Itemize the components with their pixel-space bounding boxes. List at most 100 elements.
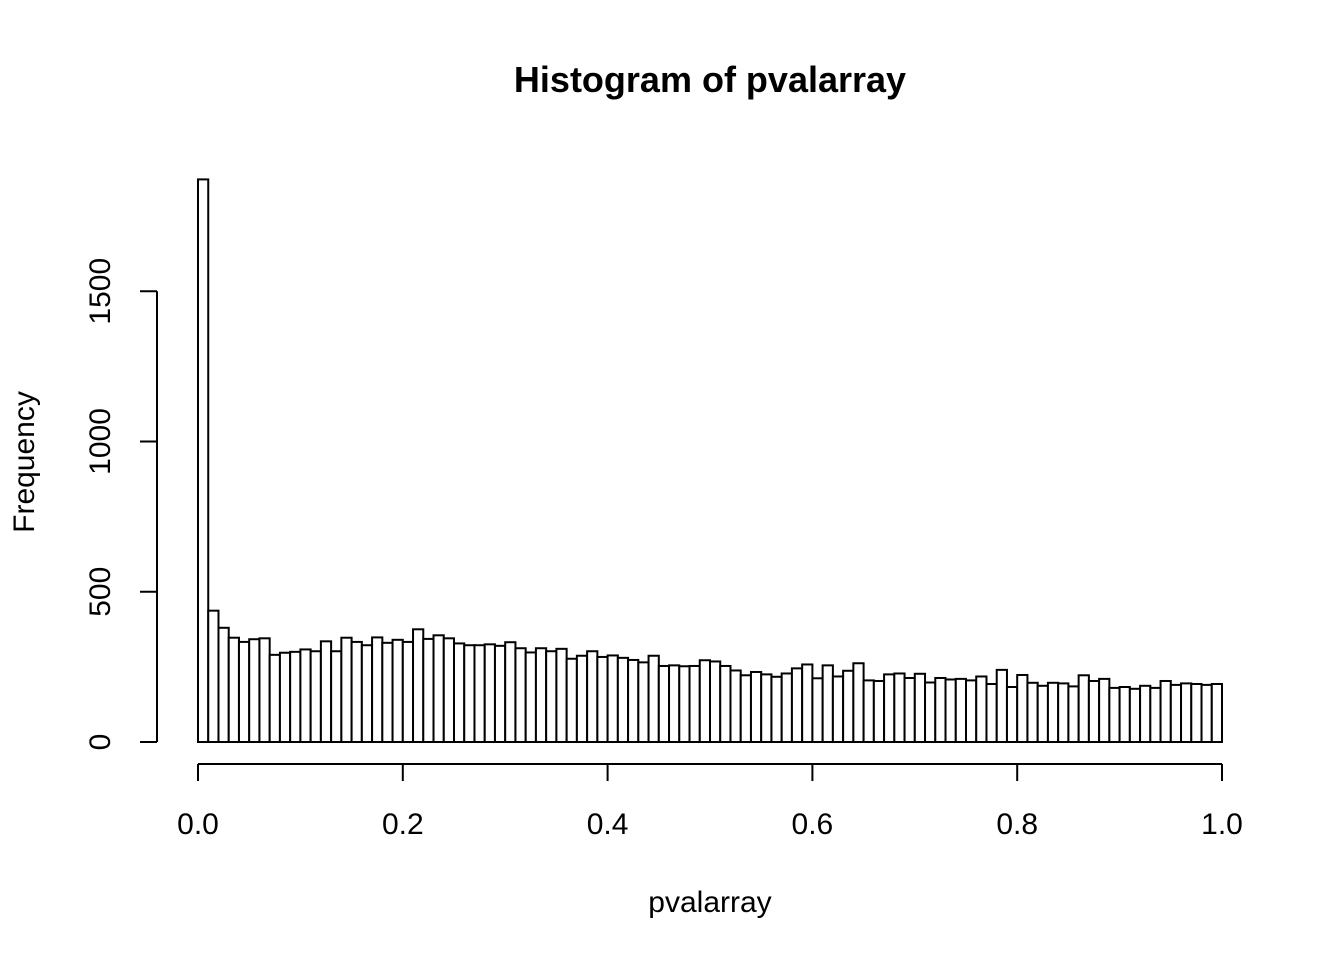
y-tick-label: 1000	[84, 408, 117, 475]
histogram-bar	[821, 664, 834, 744]
histogram-bar	[1149, 686, 1162, 744]
histogram-bar	[371, 636, 384, 743]
histogram-bar	[709, 660, 722, 743]
histogram-bar	[616, 656, 630, 744]
histogram-bar	[473, 644, 486, 743]
y-axis-label: Frequency	[8, 391, 41, 533]
histogram-bar	[360, 644, 374, 743]
histogram-bar	[954, 677, 968, 743]
histogram-bar	[995, 668, 1008, 743]
histogram-bar	[770, 675, 783, 743]
histogram-bar	[883, 673, 896, 744]
histogram-bar	[811, 677, 824, 743]
histogram-bar	[657, 664, 671, 744]
histogram-bar	[289, 650, 302, 744]
histogram-bar	[1057, 682, 1070, 744]
histogram-bar	[1036, 684, 1049, 743]
histogram-bar	[1108, 686, 1121, 744]
histogram-bar	[483, 643, 496, 744]
histogram-bar	[1159, 679, 1172, 744]
histogram-bar	[524, 651, 537, 743]
x-axis-label: pvalarray	[648, 886, 771, 919]
histogram-bar	[780, 672, 793, 744]
histogram-bar	[412, 628, 425, 743]
histogram-bar	[872, 679, 886, 744]
histogram-bar	[637, 661, 650, 743]
histogram-bar	[432, 634, 445, 744]
histogram-bar	[401, 640, 415, 744]
histogram-bar	[309, 650, 322, 744]
y-tick-label: 500	[84, 567, 117, 617]
histogram-bar	[1210, 682, 1224, 743]
histogram-bar	[647, 654, 660, 743]
histogram-bar	[1169, 683, 1183, 743]
x-tick-label: 0.8	[996, 808, 1038, 841]
histogram-bar	[207, 609, 220, 744]
histogram-bar	[1005, 686, 1019, 743]
histogram-bar	[248, 638, 261, 743]
histogram-bar	[842, 669, 855, 743]
histogram-bar	[698, 659, 712, 743]
histogram-bar	[545, 650, 558, 744]
x-tick-label: 1.0	[1201, 808, 1243, 841]
histogram-bar	[422, 637, 435, 743]
histogram-bar	[668, 664, 681, 744]
histogram-bar	[831, 675, 845, 743]
histogram-bar	[340, 636, 353, 743]
histogram-bar	[197, 178, 210, 743]
histogram-bar	[1098, 677, 1111, 743]
histogram-bar	[278, 651, 292, 743]
histogram-bar	[852, 662, 865, 743]
bars-group	[197, 178, 1224, 744]
histogram-bar	[678, 665, 691, 744]
chart-title: Histogram of pvalarray	[514, 59, 906, 100]
histogram-bar	[299, 648, 312, 744]
histogram-bar	[493, 644, 507, 743]
histogram-bar	[442, 637, 456, 743]
histogram-bar	[1200, 683, 1213, 743]
histogram-bar	[453, 642, 466, 744]
histogram-bar	[627, 658, 640, 744]
histogram-bar	[555, 647, 568, 744]
histogram-bar	[719, 664, 732, 744]
histogram-bar	[729, 669, 742, 743]
histogram-bar	[565, 657, 578, 744]
histogram-bar	[514, 647, 527, 743]
histogram-bar	[330, 650, 343, 744]
histogram-bar	[1190, 682, 1203, 743]
histogram-bar	[913, 672, 927, 744]
histogram-bar	[534, 647, 548, 743]
histogram-bar	[965, 679, 978, 744]
histogram-bar	[1128, 687, 1142, 744]
histogram-bar	[504, 641, 517, 744]
histogram-bar	[1180, 682, 1193, 744]
histogram-bar	[944, 678, 957, 743]
histogram-bar	[934, 676, 947, 743]
histogram-bar	[1067, 685, 1080, 743]
histogram-bar	[760, 673, 773, 744]
histogram-bar	[463, 644, 476, 743]
histogram-bar	[1087, 679, 1101, 744]
histogram-bar	[1118, 686, 1131, 743]
histogram-bar	[350, 640, 363, 744]
y-tick-label: 0	[84, 734, 117, 751]
y-axis: 0 500 1000 1500	[84, 258, 158, 751]
histogram-bar	[801, 663, 814, 744]
histogram-bar	[790, 667, 804, 743]
histogram-bar	[985, 682, 998, 743]
histogram-bar	[903, 676, 916, 743]
histogram-bar	[258, 637, 271, 743]
histogram-bar	[1139, 684, 1152, 743]
histogram-bar	[688, 664, 701, 744]
histogram-bar	[237, 640, 251, 744]
histogram-bar	[1016, 673, 1029, 744]
x-tick-label: 0.2	[382, 808, 424, 841]
histogram-bar	[1077, 674, 1090, 744]
histogram-bar	[1046, 681, 1060, 744]
x-tick-label: 0.6	[792, 808, 834, 841]
histogram-bar	[749, 670, 763, 743]
x-tick-label: 0.4	[587, 808, 629, 841]
histogram-bar	[975, 675, 988, 743]
histogram-bar	[575, 654, 589, 743]
